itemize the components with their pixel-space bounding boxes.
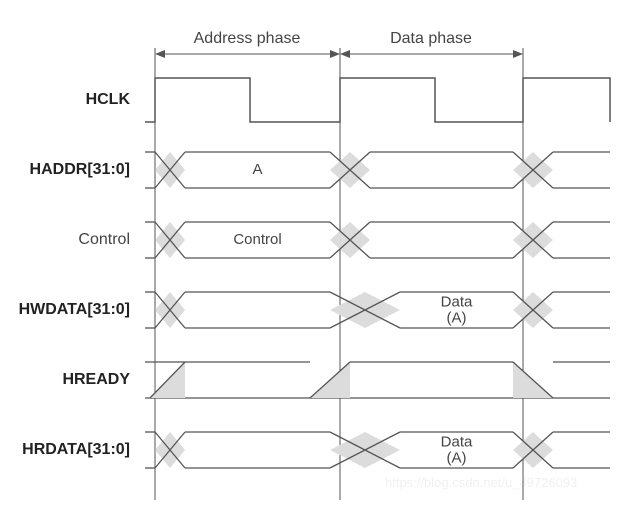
signal-label: HRDATA[31:0] — [10, 441, 130, 459]
bus-value: Data(A) — [441, 434, 473, 466]
bus-value: A — [252, 162, 262, 178]
timing-diagram: Address phase Data phase HCLK HADDR[31:0] A C… — [0, 0, 633, 517]
watermark-text: https://blog.csdn.net/u_49726093 — [385, 475, 577, 490]
signal-label: Control — [10, 231, 130, 249]
bus-value: Data(A) — [441, 294, 473, 326]
phase-label: Data phase — [390, 30, 472, 48]
bus-value: Control — [233, 232, 281, 248]
signal-label: HWDATA[31:0] — [10, 301, 130, 319]
signal-label: HCLK — [10, 91, 130, 109]
signal-label: HADDR[31:0] — [10, 161, 130, 179]
svg-canvas — [0, 0, 633, 517]
signal-label: HREADY — [10, 371, 130, 389]
phase-label: Address phase — [194, 30, 301, 48]
